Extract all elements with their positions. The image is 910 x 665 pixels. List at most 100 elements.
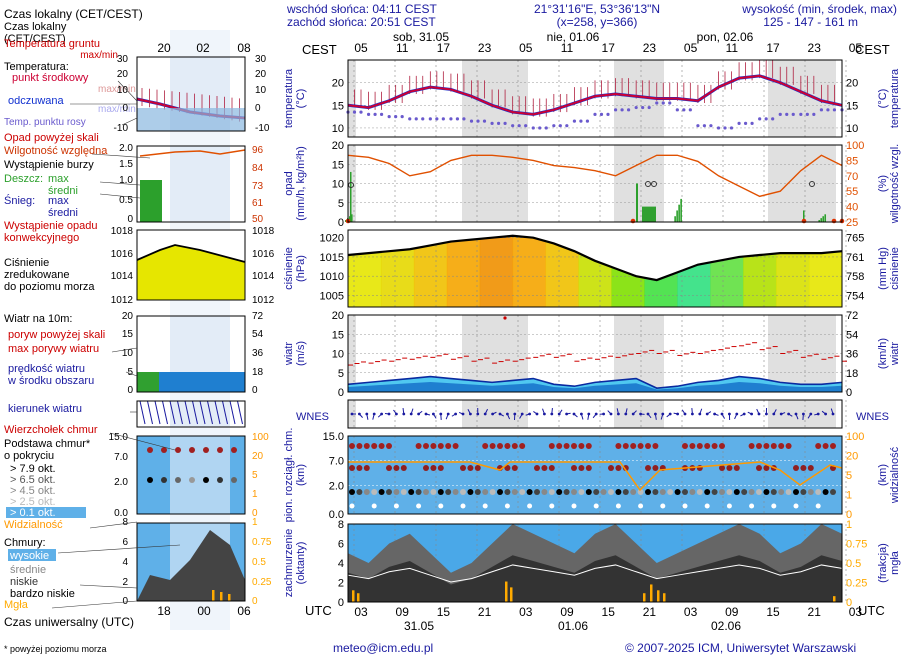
- legend-temp-tick-right: 30: [255, 54, 267, 65]
- cloud-top-dot: [734, 465, 740, 471]
- legend-cc-tick: 2: [122, 577, 128, 588]
- cl-high-label: wysokie: [9, 550, 49, 562]
- legend-fog-tick: 0: [252, 596, 258, 607]
- dew-point: [676, 108, 679, 111]
- cloud-top-dot: [556, 443, 562, 449]
- dew-point: [826, 108, 829, 111]
- cloud-top-label: Wierzchołek chmur: [4, 424, 98, 436]
- cloud-top-dot: [815, 443, 821, 449]
- legend-humidity-tick: 96: [252, 145, 264, 156]
- dew-point: [614, 108, 617, 111]
- cloud-top-dot: [386, 443, 392, 449]
- hour-bottom-label: 03: [354, 605, 368, 619]
- cloud-top-dot: [512, 443, 518, 449]
- wind-arrow-head: [787, 413, 790, 416]
- legend-temp-tick-right: -10: [255, 123, 270, 134]
- cloud-top-dot: [786, 443, 792, 449]
- cloud-base-dot: [615, 489, 621, 495]
- cc-axis-title-line: zachmurzenie: [283, 529, 295, 597]
- legend-rain-tick: 0: [127, 214, 133, 225]
- dew-point: [696, 124, 699, 127]
- wind-arrow-head: [743, 413, 746, 416]
- wind-arrow-head: [462, 413, 465, 416]
- legend-wind-tick-right: 72: [252, 311, 264, 322]
- hour-top-label: 11: [726, 41, 739, 55]
- fog-bar: [505, 582, 508, 602]
- wind-tick: 20: [332, 310, 344, 322]
- wind-arrow-head: [706, 413, 709, 416]
- legend-wind-speed: [137, 372, 159, 392]
- cc-axis-title-right: (frakcja)mgła: [877, 543, 901, 583]
- wind-arrow-head: [521, 413, 524, 416]
- cloud-tick: 15.0: [323, 431, 344, 443]
- storm-label: Wystąpienie burzy: [4, 159, 94, 171]
- email-link[interactable]: meteo@icm.edu.pl: [333, 641, 433, 655]
- dew-point: [408, 117, 411, 120]
- cloud-top-dot: [467, 465, 473, 471]
- sunset-text: zachód słońca: 20:51 CEST: [287, 15, 436, 29]
- wind-arrow-head: [417, 413, 420, 416]
- wind-arrow-head: [654, 413, 657, 416]
- hour-bottom-label: 09: [396, 605, 410, 619]
- hour-bottom-label: 21: [808, 605, 822, 619]
- legend-cloud-tick: 7.0: [114, 452, 128, 463]
- cloud-top-dot: [697, 443, 703, 449]
- cloud-base-dot: [763, 489, 769, 495]
- temp-tick: 15: [332, 100, 344, 112]
- coords-text: 21°31'16"E, 53°36'13"N: [534, 2, 660, 16]
- cloud-base-dot: [416, 504, 421, 509]
- cloud-top-dot: [386, 465, 392, 471]
- press-axis-title-right-line: (mm Hg): [877, 247, 889, 290]
- legend-wind-tick-right: 0: [252, 385, 258, 396]
- cloud-top-dot: [793, 465, 799, 471]
- rain-bar: [674, 216, 676, 222]
- hour-bottom-label: 03: [519, 605, 533, 619]
- wind-arrow-head: [550, 413, 553, 416]
- dew-point: [668, 101, 671, 104]
- rain-axis-title-right-line: (%): [877, 175, 889, 192]
- cloud-base-dot: [438, 489, 444, 495]
- compass-right: WNES: [856, 411, 889, 423]
- hour-top-label: 11: [561, 41, 574, 55]
- press-tick: 1020: [320, 233, 344, 245]
- wind-axis-title-line: wiatr: [283, 342, 295, 367]
- cloud-base-dot: [675, 489, 681, 495]
- dew-point: [799, 113, 802, 116]
- rain-axis-title-line: (mm/h, kg/m²h): [295, 146, 307, 221]
- rain-axis-title: opad(mm/h, kg/m²h): [283, 146, 307, 221]
- wind-arrow-head: [587, 413, 590, 416]
- cloud-top-dot: [541, 465, 547, 471]
- wind-arrow-head: [639, 413, 642, 416]
- cloud-base-dot: [815, 489, 821, 495]
- snow-max-label: max: [48, 195, 69, 207]
- cloud-base-dot: [800, 489, 806, 495]
- cloud-base-dot: [467, 489, 473, 495]
- dew-point: [750, 122, 753, 125]
- dew-point: [779, 113, 782, 116]
- cloud-base-dot: [793, 489, 799, 495]
- dew-point: [709, 124, 712, 127]
- utc-tick: 18: [157, 604, 171, 618]
- press-axis-title-right-line: ciśnienie: [889, 247, 901, 290]
- wind-arrow-head: [647, 413, 650, 416]
- cloud-top-dot: [645, 465, 651, 471]
- hour-bottom-label: 09: [560, 605, 574, 619]
- dew-point: [703, 124, 706, 127]
- wind-tick: 10: [332, 349, 344, 361]
- cloud-top-dot: [578, 465, 584, 471]
- dew-point: [490, 122, 493, 125]
- cloud-top-dot: [453, 443, 459, 449]
- cloud-base-dot: [350, 504, 355, 509]
- dew-point: [785, 113, 788, 116]
- vis-tick: 1: [846, 490, 852, 502]
- cloud-base-dot: [682, 489, 688, 495]
- wind-legend-label: Wiatr na 10m:: [4, 313, 72, 325]
- fog-tick: 0.5: [846, 558, 861, 570]
- temp-axis-title: temperatura(°C): [283, 68, 307, 128]
- cloud-base-dot: [786, 489, 792, 495]
- wind-arrow-head: [373, 413, 376, 416]
- press-tick: 1015: [320, 252, 344, 264]
- temp-tick: 20: [332, 78, 344, 90]
- cloud-base-dot: [601, 489, 607, 495]
- wind-arrow-head: [824, 413, 827, 416]
